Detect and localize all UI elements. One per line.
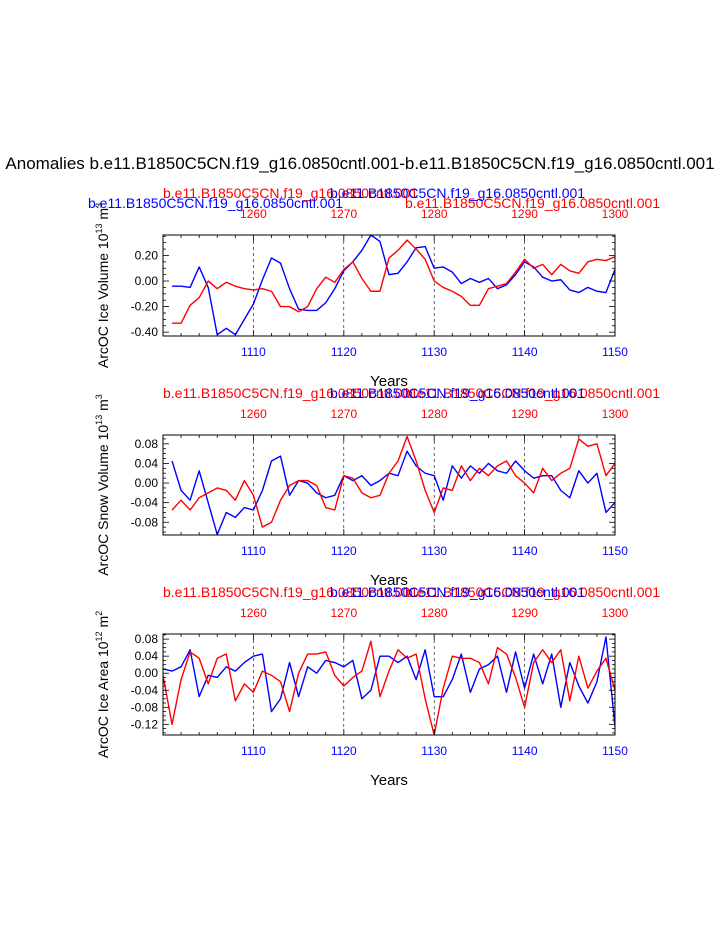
x-tick-label-bottom: 1140 <box>512 744 538 758</box>
x-tick-label-top: 1300 <box>602 606 629 620</box>
x-tick-label-top: 1280 <box>421 207 448 221</box>
x-tick-label-top: 1280 <box>421 407 448 421</box>
x-tick-label-bottom: 1120 <box>331 544 357 558</box>
x-tick-label-top: 1260 <box>240 207 267 221</box>
x-tick-label-top: 1300 <box>602 407 629 421</box>
y-tick-label: -0.20 <box>131 300 159 314</box>
x-tick-label-bottom: 1120 <box>331 345 357 359</box>
x-tick-label-top: 1300 <box>602 207 629 221</box>
y-tick-label: 0.08 <box>135 632 159 646</box>
x-tick-label-bottom: 1110 <box>241 744 266 758</box>
x-tick-label-bottom: 1130 <box>421 544 447 558</box>
series-line-blue <box>171 450 615 535</box>
series-line-red <box>163 640 615 735</box>
y-tick-label: 0.00 <box>135 274 159 288</box>
x-tick-label-bottom: 1140 <box>512 544 538 558</box>
x-axis-label: Years <box>370 572 408 589</box>
series-line-blue <box>163 636 615 727</box>
figure-title: Anomalies b.e11.B1850C5CN.f19_g16.0850cn… <box>5 154 715 173</box>
y-axis-label: ArcOC Ice Area 1012 m2 <box>94 611 111 758</box>
y-tick-label: 0.08 <box>135 437 159 451</box>
x-tick-label-top: 1280 <box>421 606 448 620</box>
run-label-left-blue: b.e11.B1850C5CN.f19_g16.0850cntl.001 <box>330 584 585 600</box>
x-tick-label-bottom: 1110 <box>241 345 266 359</box>
x-tick-label-bottom: 1150 <box>602 345 628 359</box>
x-tick-label-top: 1260 <box>240 407 267 421</box>
y-tick-label: -0.08 <box>131 515 159 529</box>
run-label-left-red: b.e11.B1850C5CN.f19_g16.0850cntl.001 <box>163 385 418 401</box>
x-axis-label: Years <box>370 772 408 789</box>
plot-frame <box>162 234 616 337</box>
y-tick-label: -0.12 <box>131 717 159 731</box>
y-axis-label: ArcOC Ice Volume 1013 m3 <box>94 203 111 368</box>
x-tick-label-bottom: 1130 <box>421 345 447 359</box>
run-label-left-blue: b.e11.B1850C5CN.f19_g16.0850cntl.001 <box>330 385 585 401</box>
y-tick-label: 0.04 <box>135 456 159 470</box>
series-line-red <box>171 435 615 528</box>
panel-1: 1110 1120 1130 1140 1150 1260 1270 1280 1290 1300… <box>88 185 660 390</box>
run-label-right-red: b.e11.B1850C5CN.f19_g16.0850cntl.001 <box>405 584 660 600</box>
x-tick-label-top: 1270 <box>330 207 357 221</box>
x-tick-label-top: 1290 <box>511 207 538 221</box>
x-tick-label-top: 1290 <box>511 407 538 421</box>
run-label-left-red: b.e11.B1850C5CN.f19_g16.0850cntl.001 <box>163 584 418 600</box>
plot-frame <box>162 633 616 736</box>
x-tick-label-bottom: 1130 <box>421 744 447 758</box>
x-tick-label-top: 1270 <box>330 606 357 620</box>
x-tick-label-bottom: 1140 <box>512 345 538 359</box>
plot-frame <box>162 434 616 536</box>
x-tick-label-top: 1260 <box>240 606 267 620</box>
y-tick-label: 0.04 <box>135 649 159 663</box>
y-tick-label: -0.04 <box>131 496 159 510</box>
y-tick-label: 0.00 <box>135 666 159 680</box>
x-tick-label-top: 1290 <box>511 606 538 620</box>
y-tick-label: -0.04 <box>131 683 159 697</box>
y-axis-label: ArcOC Snow Volume 1013 m3 <box>94 394 111 576</box>
x-tick-label-bottom: 1120 <box>331 744 357 758</box>
run-label-right-red: b.e11.B1850C5CN.f19_g16.0850cntl.001 <box>405 385 660 401</box>
run-label-right-blue: b.e11.B1850C5CN.f19_g16.0850cntl.001 <box>330 185 585 201</box>
x-tick-label-bottom: 1110 <box>241 544 266 558</box>
run-label-left-red: b.e11.B1850C5CN.f19_g16.0850cntl.001 <box>163 185 418 201</box>
x-tick-label-bottom: 1150 <box>602 744 628 758</box>
y-tick-label: 0.20 <box>135 248 159 262</box>
x-axis-label: Years <box>370 373 408 390</box>
panel-2: 1110 1120 1130 1140 1150 1260 1270 1280 1290 1300… <box>94 385 660 589</box>
x-tick-label-bottom: 1150 <box>602 544 628 558</box>
x-tick-label-top: 1270 <box>330 407 357 421</box>
y-tick-label: -0.08 <box>131 700 159 714</box>
y-tick-label: -0.40 <box>131 325 159 339</box>
series-line-blue <box>172 235 615 336</box>
panel-3: 1110 1120 1130 1140 1150 1260 1270 1280 1290 1300… <box>94 584 660 789</box>
series-line-red <box>172 239 615 324</box>
y-tick-label: 0.00 <box>135 476 159 490</box>
run-label-right-red: b.e11.B1850C5CN.f19_g16.0850cntl.001 <box>405 195 660 211</box>
run-label-left-blue: b.e11.B1850C5CN.f19_g16.0850cntl.001 <box>88 195 343 211</box>
